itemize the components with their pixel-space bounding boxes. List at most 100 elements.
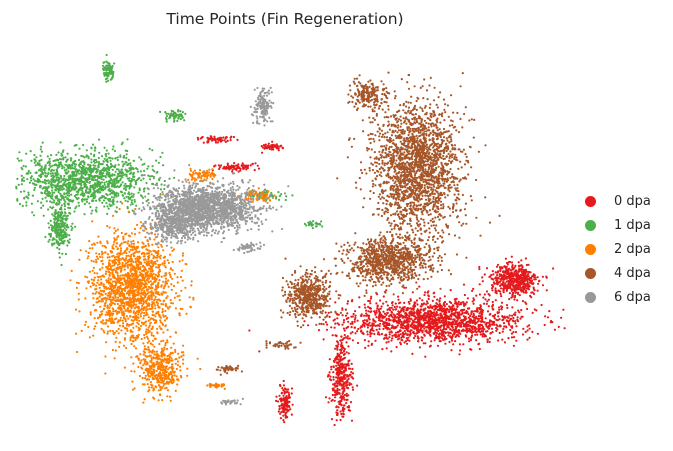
data-point (463, 304, 466, 307)
data-point (73, 177, 77, 180)
data-point (441, 308, 444, 311)
data-point (110, 204, 113, 207)
data-point (50, 201, 54, 204)
data-point (438, 303, 441, 306)
data-point (66, 239, 69, 242)
data-point (60, 211, 64, 214)
data-point (106, 185, 110, 188)
data-point (138, 231, 141, 234)
data-point (349, 322, 352, 325)
data-point (126, 205, 129, 209)
data-point (482, 327, 485, 330)
data-point (492, 278, 495, 281)
data-point (388, 336, 391, 339)
data-point (478, 317, 481, 320)
data-point (112, 203, 115, 206)
data-point (496, 263, 500, 266)
data-point (406, 333, 409, 336)
data-point (450, 321, 454, 325)
data-point (471, 300, 474, 303)
data-point (509, 328, 512, 332)
data-point (232, 166, 235, 169)
data-point (34, 171, 37, 174)
data-point (107, 183, 110, 186)
data-point (48, 226, 51, 229)
data-point (234, 167, 237, 170)
data-point (367, 305, 370, 308)
data-point (337, 376, 340, 379)
data-point (343, 329, 346, 332)
data-point (455, 303, 458, 306)
data-point (320, 322, 323, 325)
data-point (552, 267, 555, 270)
data-point (512, 316, 515, 320)
data-point (75, 196, 78, 199)
data-point (102, 64, 105, 67)
data-point (338, 378, 341, 381)
data-point (137, 191, 140, 194)
data-point (514, 294, 517, 297)
data-point (102, 167, 105, 170)
data-point (368, 321, 371, 324)
data-point (66, 202, 69, 205)
data-point (437, 329, 440, 332)
data-point (341, 387, 344, 390)
data-point (354, 310, 357, 313)
data-point (257, 167, 261, 170)
data-point (66, 165, 69, 168)
data-point (349, 401, 353, 404)
data-point (475, 339, 478, 342)
data-point (232, 188, 235, 191)
data-point (483, 321, 486, 324)
data-point (46, 155, 49, 158)
data-point (59, 161, 62, 164)
data-point (545, 289, 548, 292)
data-point (290, 387, 294, 390)
data-point (489, 312, 492, 316)
data-point (397, 321, 401, 324)
data-point (510, 314, 514, 317)
data-point (94, 195, 97, 198)
data-point (467, 324, 470, 327)
data-point (435, 319, 438, 322)
data-point (206, 140, 209, 143)
data-point (97, 279, 100, 282)
data-point (353, 320, 356, 323)
data-point (104, 152, 107, 156)
data-point (332, 389, 335, 392)
data-point (435, 302, 438, 305)
data-point (380, 332, 384, 336)
data-point (100, 173, 103, 176)
data-point (252, 195, 255, 198)
data-point (412, 320, 415, 323)
data-point (280, 411, 283, 414)
data-point (413, 304, 417, 308)
data-point (196, 357, 199, 360)
data-point (71, 170, 74, 173)
data-point (341, 323, 344, 326)
data-point (473, 321, 476, 324)
data-point (71, 187, 74, 190)
data-point (110, 191, 114, 194)
data-point (151, 182, 154, 185)
data-point (525, 291, 528, 294)
data-point (383, 324, 386, 328)
data-point (136, 170, 140, 173)
data-point (405, 309, 408, 312)
data-point (40, 191, 43, 194)
data-point (63, 192, 66, 195)
data-point (391, 334, 394, 337)
data-point (464, 325, 467, 328)
data-point (333, 326, 336, 329)
data-point (463, 293, 466, 297)
data-point (420, 339, 424, 342)
data-point (55, 169, 59, 172)
data-point (438, 300, 441, 303)
data-point (353, 318, 356, 321)
data-point (385, 321, 388, 324)
data-point (44, 190, 47, 193)
data-point (90, 278, 93, 281)
data-point (248, 329, 251, 332)
data-point (164, 117, 168, 120)
data-point (25, 201, 28, 204)
